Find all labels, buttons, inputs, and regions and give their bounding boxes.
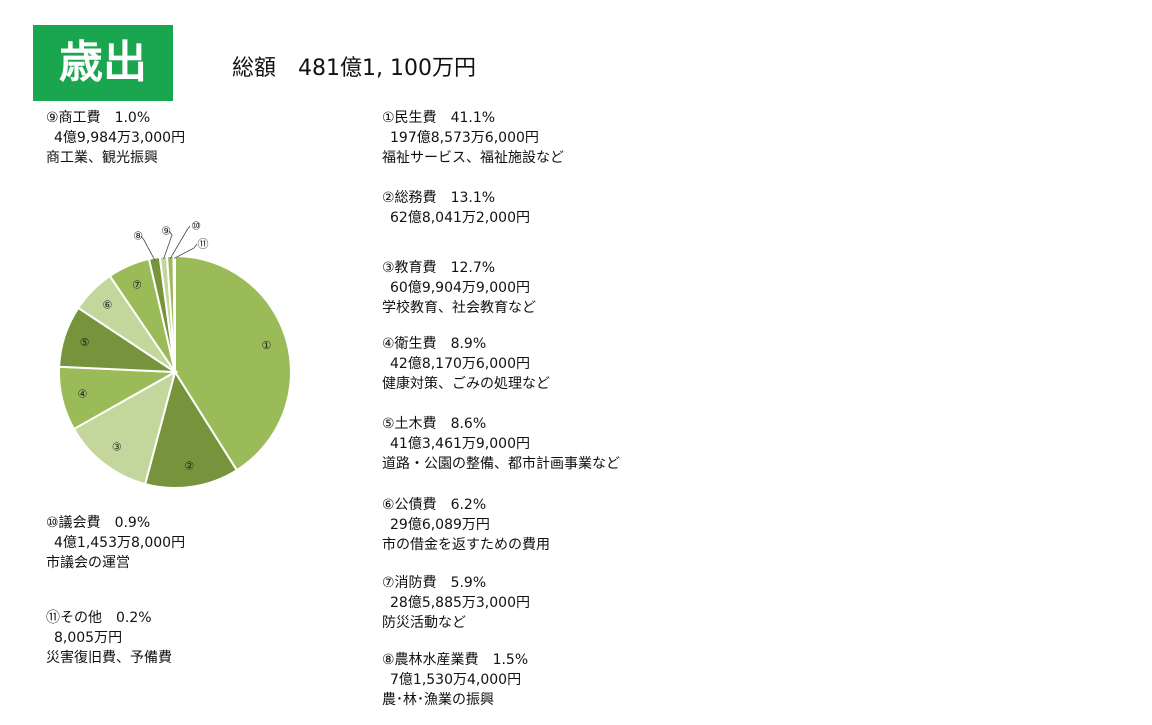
expense-heading: ⑧農林水産業費 1.5% bbox=[382, 650, 528, 670]
pie-label-1: ① bbox=[261, 339, 271, 352]
expense-item-3: ③教育費 12.7% 60億9,904万9,000円 学校教育、社会教育など bbox=[382, 258, 536, 318]
expense-percent: 0.9% bbox=[114, 515, 151, 531]
expense-amount: 4億9,984万3,000円 bbox=[54, 130, 186, 146]
expense-amount: 197億8,573万6,000円 bbox=[390, 130, 539, 146]
pie-label-9: ⑨ bbox=[161, 225, 171, 238]
expense-name: ①民生費 bbox=[382, 110, 437, 126]
expense-description: 市の借金を返すための費用 bbox=[382, 537, 550, 553]
expense-name: ⑤土木費 bbox=[382, 416, 437, 432]
pie-slice-11 bbox=[172, 254, 176, 373]
expense-item-1: ①民生費 41.1% 197億8,573万6,000円福祉サービス、福祉施設など bbox=[382, 108, 564, 168]
expense-heading: ①民生費 41.1% bbox=[382, 108, 564, 128]
pie-chart: ① ② ③ ④ ⑤ ⑥ ⑦ ⑧ ⑨ ⑩ ⑪ bbox=[58, 220, 292, 489]
expense-item-9: ⑨商工費 1.0% 4億9,984万3,000円商工業、観光振興 bbox=[46, 108, 185, 168]
expense-item-7: ⑦消防費 5.9% 28億5,885万3,000円防災活動など bbox=[382, 573, 530, 633]
expense-heading: ④衛生費 8.9% bbox=[382, 334, 550, 354]
expense-description: 防災活動など bbox=[382, 615, 466, 631]
expense-amount: 4億1,453万8,000円 bbox=[54, 535, 186, 551]
expense-item-11: ⑪その他 0.2% 8,005万円災害復旧費、予備費 bbox=[46, 608, 172, 668]
pie-label-7: ⑦ bbox=[132, 278, 142, 291]
expense-item-4: ④衛生費 8.9% 42億8,170万6,000円健康対策、ごみの処理など bbox=[382, 334, 550, 394]
expense-percent: 8.6% bbox=[450, 416, 487, 432]
pie-label-5: ⑤ bbox=[80, 336, 90, 349]
expense-amount: 42億8,170万6,000円 bbox=[390, 356, 530, 372]
expense-percent: 13.1% bbox=[450, 190, 496, 206]
expense-name: ⑩議会費 bbox=[46, 515, 101, 531]
leader-line-8 bbox=[140, 235, 156, 261]
expense-percent: 8.9% bbox=[450, 336, 487, 352]
expense-item-10: ⑩議会費 0.9% 4億1,453万8,000円市議会の運営 bbox=[46, 513, 185, 573]
pie-label-3: ③ bbox=[112, 441, 122, 454]
pie-label-10: ⑩ bbox=[191, 220, 201, 233]
expense-heading: ③教育費 12.7% bbox=[382, 258, 536, 278]
expense-name: ⑦消防費 bbox=[382, 575, 437, 591]
expense-percent: 1.0% bbox=[114, 110, 151, 126]
expense-percent: 1.5% bbox=[492, 652, 529, 668]
expense-heading: ⑥公債費 6.2% bbox=[382, 495, 550, 515]
expense-description: 福祉サービス、福祉施設など bbox=[382, 150, 564, 166]
expense-percent: 41.1% bbox=[450, 110, 496, 126]
expense-item-5: ⑤土木費 8.6% 41億3,461万9,000円道路・公園の整備、都市計画事業など bbox=[382, 414, 620, 474]
expense-description: 農･林･漁業の振興 bbox=[382, 692, 494, 708]
expense-heading: ②総務費 13.1% bbox=[382, 188, 530, 208]
expense-percent: 5.9% bbox=[450, 575, 487, 591]
pie-label-2: ② bbox=[184, 460, 194, 473]
expense-heading: ⑩議会費 0.9% bbox=[46, 513, 185, 533]
page-title: 歳出 bbox=[33, 25, 173, 101]
expense-item-2: ②総務費 13.1% 62億8,041万2,000円 bbox=[382, 188, 530, 228]
expense-item-6: ⑥公債費 6.2% 29億6,089万円市の借金を返すための費用 bbox=[382, 495, 550, 555]
expense-description: 市議会の運営 bbox=[46, 555, 130, 571]
expense-description: 学校教育、社会教育など bbox=[382, 300, 536, 316]
expense-heading: ⑦消防費 5.9% bbox=[382, 573, 530, 593]
expense-name: ③教育費 bbox=[382, 260, 437, 276]
pie-label-11: ⑪ bbox=[198, 238, 209, 251]
expense-name: ④衛生費 bbox=[382, 336, 437, 352]
expense-percent: 0.2% bbox=[116, 610, 152, 626]
expense-amount: 7億1,530万4,000円 bbox=[390, 672, 522, 688]
expense-amount: 41億3,461万9,000円 bbox=[390, 436, 530, 452]
expense-name: ⑪その他 bbox=[46, 610, 102, 626]
expense-name: ②総務費 bbox=[382, 190, 437, 206]
expense-name: ⑥公債費 bbox=[382, 497, 437, 513]
expense-description: 道路・公園の整備、都市計画事業など bbox=[382, 456, 620, 472]
expense-heading: ⑪その他 0.2% bbox=[46, 608, 172, 628]
expense-heading: ⑨商工費 1.0% bbox=[46, 108, 185, 128]
expense-item-8: ⑧農林水産業費 1.5% 7億1,530万4,000円農･林･漁業の振興 bbox=[382, 650, 528, 710]
leader-line-9 bbox=[163, 230, 173, 260]
expense-description: 災害復旧費、予備費 bbox=[46, 650, 172, 666]
expense-amount: 29億6,089万円 bbox=[390, 517, 490, 533]
expense-heading: ⑤土木費 8.6% bbox=[382, 414, 620, 434]
expense-amount: 8,005万円 bbox=[54, 630, 123, 646]
pie-label-6: ⑥ bbox=[102, 299, 112, 312]
expense-description: 商工業、観光振興 bbox=[46, 150, 158, 166]
pie-label-4: ④ bbox=[78, 388, 88, 401]
pie-label-8: ⑧ bbox=[133, 230, 143, 243]
leader-line-10 bbox=[170, 225, 191, 259]
leader-line-11 bbox=[174, 243, 198, 259]
expense-name: ⑨商工費 bbox=[46, 110, 101, 126]
total-amount: 総額 481億1, 100万円 bbox=[232, 56, 476, 81]
expense-amount: 62億8,041万2,000円 bbox=[390, 210, 530, 226]
expense-amount: 60億9,904万9,000円 bbox=[390, 280, 530, 296]
expense-amount: 28億5,885万3,000円 bbox=[390, 595, 530, 611]
expense-percent: 6.2% bbox=[450, 497, 487, 513]
expense-percent: 12.7% bbox=[450, 260, 496, 276]
pie-slice-3 bbox=[72, 369, 177, 486]
expense-name: ⑧農林水産業費 bbox=[382, 652, 479, 668]
expense-description: 健康対策、ごみの処理など bbox=[382, 376, 550, 392]
